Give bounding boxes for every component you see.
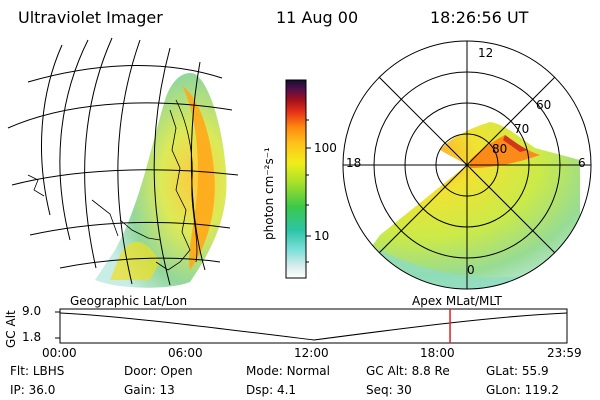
mlt-label-0: 0: [467, 263, 475, 277]
apex-label: Apex MLat/MLT: [412, 294, 502, 308]
gain-field: Gain: 13: [124, 383, 175, 397]
auroral-oval: [343, 122, 580, 289]
image-time: 18:26:56 UT: [430, 8, 529, 27]
colorbar-tick-10: 10: [314, 229, 330, 243]
colorbar-tick-100: 100: [314, 141, 337, 155]
instrument-title: Ultraviolet Imager: [18, 8, 163, 27]
glon-field: GLon: 119.2: [486, 383, 559, 397]
ip-field: IP: 36.0: [10, 383, 56, 397]
orbit-xtick-1200: 12:00: [294, 346, 329, 360]
colorbar-unit-label: photon cm⁻²s⁻¹: [262, 147, 276, 240]
orbit-ytick-1.8: 1.8: [22, 330, 42, 344]
dsp-field: Dsp: 4.1: [246, 383, 297, 397]
image-date: 11 Aug 00: [276, 8, 359, 27]
flt-field: Flt: LBHS: [10, 364, 65, 378]
polar-plot: [342, 40, 592, 290]
orbit-ylabel: GC Alt: [4, 310, 18, 348]
mlt-label-6: 6: [578, 156, 586, 170]
mlt-label-18: 18: [346, 156, 362, 170]
orbit-ytick-9: 9.0: [22, 304, 42, 318]
glat-field: GLat: 55.9: [486, 364, 549, 378]
door-field: Door: Open: [124, 364, 193, 378]
orbit-xtick-0000: 00:00: [42, 346, 77, 360]
orbit-xtick-2359: 23:59: [547, 346, 582, 360]
mode-field: Mode: Normal: [246, 364, 330, 378]
color-bar: [285, 79, 311, 279]
lat-label-60: 60: [536, 98, 552, 112]
lat-label-80: 80: [492, 142, 508, 156]
orbit-xtick-1800: 18:00: [420, 346, 455, 360]
gc-alt-field: GC Alt: 8.8 Re: [366, 364, 450, 378]
aurora-arc-bright: [182, 86, 215, 270]
geographic-label: Geographic Lat/Lon: [70, 294, 188, 308]
mlt-label-12: 12: [478, 46, 494, 60]
orbit-xtick-0600: 06:00: [168, 346, 203, 360]
orbit-plot: [55, 308, 568, 344]
lat-label-70: 70: [514, 122, 530, 136]
seq-field: Seq: 30: [366, 383, 412, 397]
geographic-map: [7, 37, 239, 288]
orbit-altitude-curve: [59, 312, 568, 341]
